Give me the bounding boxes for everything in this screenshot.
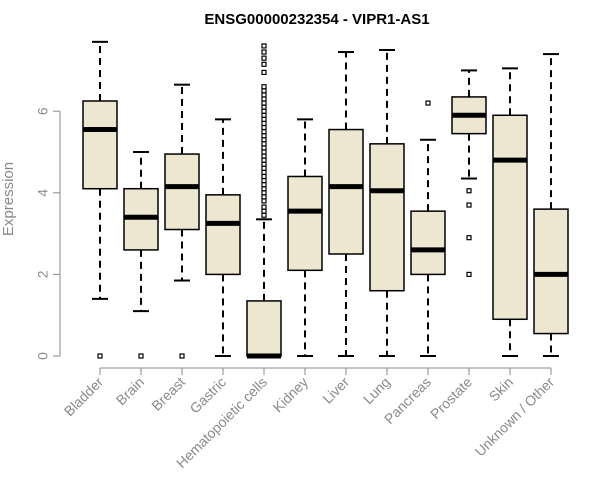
- outlier-point: [261, 190, 267, 196]
- outlier-point: [261, 212, 267, 218]
- outlier-point: [261, 100, 267, 106]
- box-gastric: [205, 118, 241, 357]
- box-lung: [369, 49, 405, 357]
- box-series: [82, 40, 569, 359]
- outlier-point: [261, 96, 267, 102]
- outlier-point: [425, 100, 431, 106]
- outlier-point: [261, 161, 267, 167]
- outlier-point: [261, 186, 267, 192]
- outlier-point: [138, 353, 144, 359]
- y-axis: 0 2 4 6: [35, 107, 61, 360]
- outlier-point: [261, 165, 267, 171]
- y-tick-label: 4: [35, 189, 51, 197]
- outlier-point: [261, 204, 267, 210]
- x-tick-label: Liver: [319, 374, 352, 407]
- outlier-point: [261, 116, 267, 122]
- y-tick-label: 6: [35, 107, 51, 115]
- iqr-box: [164, 153, 200, 231]
- outlier-point: [179, 353, 185, 359]
- outlier-point: [261, 112, 267, 118]
- outlier-point: [261, 141, 267, 147]
- box-breast: [164, 83, 200, 359]
- y-tick-label: 2: [35, 270, 51, 278]
- box-brain: [123, 151, 159, 359]
- outlier-point: [261, 208, 267, 214]
- outlier-point: [466, 271, 472, 277]
- outlier-point: [261, 149, 267, 155]
- outlier-point: [261, 153, 267, 159]
- iqr-box: [369, 143, 405, 292]
- iqr-box: [328, 128, 364, 255]
- outlier-point: [261, 177, 267, 184]
- iqr-box: [82, 100, 118, 190]
- iqr-box: [246, 300, 282, 357]
- iqr-box: [410, 210, 446, 276]
- outlier-point: [261, 124, 267, 131]
- outlier-point: [466, 202, 472, 208]
- box-kidney: [287, 118, 323, 357]
- outlier-point: [466, 235, 472, 241]
- y-axis-label: Expression: [0, 162, 17, 236]
- outlier-point: [261, 145, 267, 151]
- box-bladder: [82, 40, 118, 359]
- outlier-point: [261, 104, 267, 110]
- box-skin: [492, 67, 528, 357]
- x-tick-label: Bladder: [61, 374, 107, 420]
- outlier-point: [261, 194, 267, 200]
- outlier-point: [261, 173, 267, 180]
- x-tick-label: Skin: [486, 374, 517, 405]
- iqr-box: [205, 194, 241, 276]
- outlier-point: [466, 188, 472, 194]
- iqr-box: [492, 114, 528, 321]
- outlier-point: [261, 88, 267, 94]
- outlier-point: [261, 92, 267, 98]
- box-unknown-other: [533, 53, 569, 357]
- outlier-point: [261, 133, 267, 139]
- box-liver: [328, 51, 364, 357]
- y-tick-label: 0: [35, 352, 51, 360]
- iqr-box: [287, 175, 323, 272]
- outlier-point: [261, 108, 267, 114]
- iqr-box: [533, 208, 569, 335]
- chart-title: ENSG00000232354 - VIPR1-AS1: [204, 11, 429, 28]
- outlier-point: [261, 84, 267, 90]
- outlier-point: [261, 182, 267, 188]
- outlier-point: [261, 157, 267, 163]
- box-hematopoietic-cells: [246, 43, 282, 359]
- x-tick-label: Brain: [113, 374, 147, 408]
- box-pancreas: [410, 100, 446, 357]
- outlier-point: [261, 43, 267, 49]
- outlier-point: [261, 120, 267, 127]
- outlier-point: [261, 198, 267, 204]
- x-tick-label: Breast: [148, 374, 188, 414]
- outlier-point: [261, 129, 267, 135]
- outlier-point: [261, 137, 267, 143]
- x-tick-label: Kidney: [270, 374, 312, 416]
- outlier-point: [261, 61, 267, 67]
- outlier-point: [261, 49, 267, 55]
- x-tick-label: Lung: [360, 374, 393, 407]
- box-prostate: [451, 69, 487, 277]
- outlier-point: [261, 55, 267, 61]
- outlier-point: [261, 169, 267, 175]
- outlier-point: [97, 353, 103, 359]
- x-tick-label: Prostate: [427, 374, 475, 422]
- outlier-point: [261, 69, 267, 76]
